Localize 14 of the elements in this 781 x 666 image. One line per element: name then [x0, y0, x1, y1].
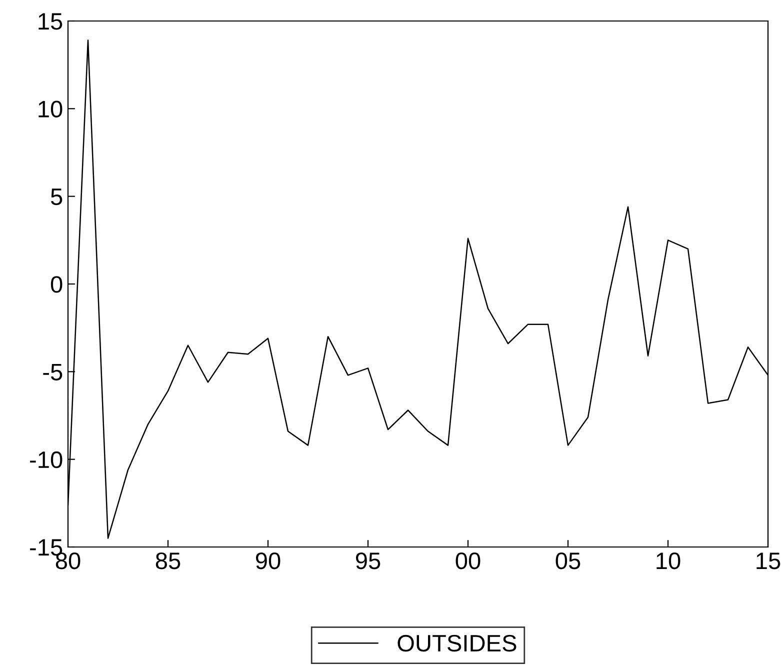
y-tick-label: 0: [50, 276, 62, 293]
y-tick-label: 10: [38, 100, 62, 118]
y-tick-label: -10: [30, 451, 62, 468]
x-tick-label: 85: [156, 552, 180, 570]
x-tick-label: 05: [556, 552, 580, 570]
legend-label: OUTSIDES: [398, 634, 516, 652]
x-tick-label: 00: [456, 552, 480, 570]
y-tick-label: 5: [50, 188, 62, 206]
x-tick-label: 10: [656, 552, 680, 570]
x-tick-label: 90: [256, 552, 280, 570]
x-tick-label: 15: [756, 552, 780, 570]
y-tick-label: -5: [43, 364, 62, 380]
x-tick-label: 95: [356, 552, 380, 570]
y-tick-label: 15: [38, 13, 62, 30]
